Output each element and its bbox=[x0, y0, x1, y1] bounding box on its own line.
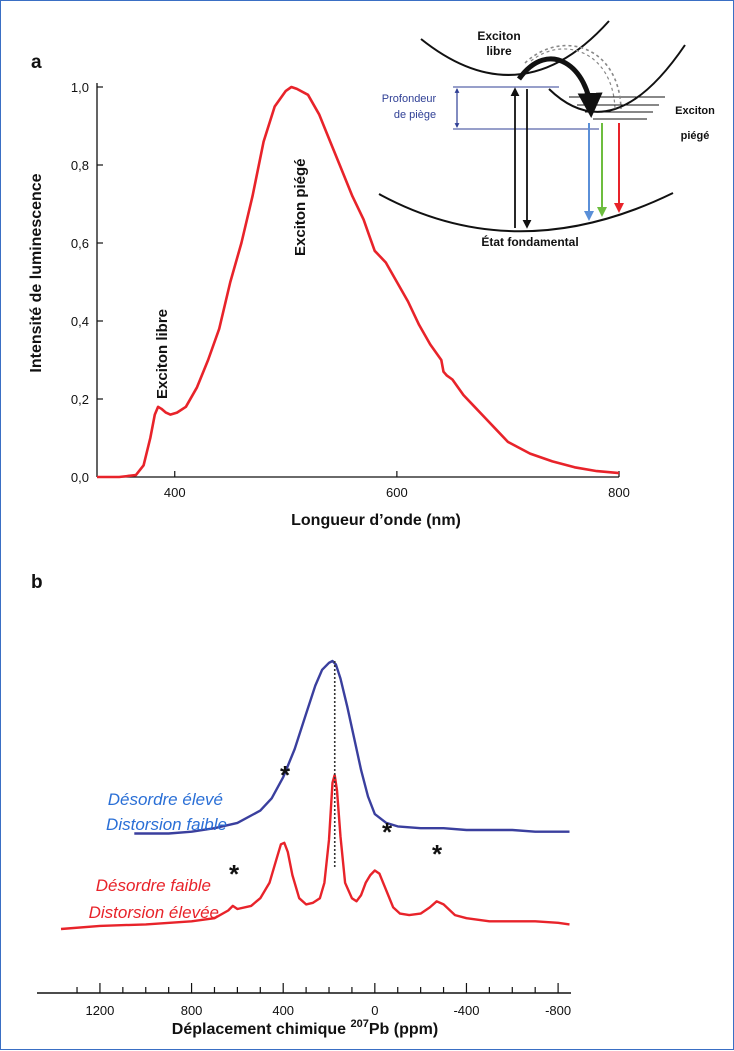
panel-a-y-tick-label: 0,6 bbox=[71, 236, 89, 251]
relaxation-dashed-arrow-inner bbox=[530, 48, 616, 110]
free-exciton-parabola bbox=[420, 20, 610, 76]
panel-a-y-ticks: 0,0 0,2 0,4 0,6 0,8 1,0 bbox=[71, 80, 103, 485]
inset-free-exciton-label-2: libre bbox=[486, 44, 512, 58]
panel-a-y-tick-label: 1,0 bbox=[71, 80, 89, 95]
panel-a-x-tick-label: 800 bbox=[608, 485, 630, 500]
inset-trap-depth-label-1: Profondeur bbox=[382, 93, 437, 105]
panel-b: b Désordre élevé Distorsion faible Désor… bbox=[31, 572, 571, 1038]
red-series-label-2: Distorsion élevée bbox=[89, 903, 219, 922]
panel-b-x-tick-label: -800 bbox=[545, 1003, 571, 1018]
panel-a-label: a bbox=[31, 52, 42, 73]
panel-a-x-ticks: 400 600 800 bbox=[164, 471, 630, 500]
energy-diagram-inset: Exciton libre Exciton piégé Profondeur d… bbox=[378, 20, 715, 249]
inset-trapped-exciton-label-2: piégé bbox=[681, 130, 710, 142]
ground-state-curve bbox=[378, 192, 674, 233]
relaxation-arrow bbox=[516, 56, 603, 118]
panel-b-label: b bbox=[31, 572, 43, 593]
red-series-label-1: Désordre faible bbox=[96, 876, 211, 895]
blue-series-label-2: Distorsion faible bbox=[106, 815, 227, 834]
panel-b-x-tick-label: 400 bbox=[272, 1003, 294, 1018]
panel-b-x-tick-label: 800 bbox=[181, 1003, 203, 1018]
trapped-exciton-parabola bbox=[548, 44, 686, 113]
annotation-trapped-exciton: Exciton piégé bbox=[292, 158, 309, 256]
panel-b-x-axis-label-sup: 207 bbox=[351, 1018, 369, 1030]
blue-series-label-1: Désordre élevé bbox=[108, 790, 223, 809]
panel-b-red-spectrum bbox=[60, 773, 570, 931]
inset-ground-state-label: État fondamental bbox=[481, 234, 578, 249]
panel-a-y-tick-label: 0,2 bbox=[71, 392, 89, 407]
relaxation-dashed-arrow bbox=[524, 44, 622, 110]
spinning-sideband-star: * bbox=[229, 859, 240, 889]
panel-a-x-tick-label: 600 bbox=[386, 485, 408, 500]
panel-b-x-axis-label-prefix: Déplacement chimique bbox=[172, 1021, 351, 1038]
spinning-sideband-star: * bbox=[382, 817, 393, 847]
panel-a-y-axis-label: Intensité de luminescence bbox=[28, 173, 45, 372]
panel-a-y-tick-label: 0,4 bbox=[71, 314, 89, 329]
inset-free-exciton-label-1: Exciton bbox=[477, 29, 520, 43]
panel-b-x-axis-label: Déplacement chimique 207Pb (ppm) bbox=[172, 1018, 438, 1038]
annotation-free-exciton: Exciton libre bbox=[154, 309, 171, 399]
panel-b-x-axis-label-suffix: Pb (ppm) bbox=[369, 1021, 438, 1038]
panel-a-y-tick-label: 0,8 bbox=[71, 158, 89, 173]
panel-a-x-axis-label: Longueur d’onde (nm) bbox=[291, 512, 461, 529]
panel-b-blue-spectrum bbox=[134, 659, 570, 835]
panel-b-x-ticks: 1200 800 400 0 -400 -800 bbox=[76, 983, 571, 1018]
panel-b-x-tick-label: 1200 bbox=[85, 1003, 114, 1018]
panel-b-x-tick-label: 0 bbox=[371, 1003, 378, 1018]
panel-a-luminescence-curve bbox=[97, 85, 620, 479]
inset-trap-depth-label-2: de piège bbox=[394, 109, 436, 121]
panel-a: a 0,0 0,2 0,4 0,6 0,8 1,0 400 600 800 Intensité… bbox=[28, 20, 715, 529]
panel-a-x-tick-label: 400 bbox=[164, 485, 186, 500]
inset-trapped-exciton-label-1: Exciton bbox=[675, 105, 715, 117]
spinning-sideband-star: * bbox=[432, 839, 443, 869]
panel-b-x-tick-label: -400 bbox=[453, 1003, 479, 1018]
panel-a-y-tick-label: 0,0 bbox=[71, 470, 89, 485]
spinning-sideband-star: * bbox=[280, 760, 291, 790]
